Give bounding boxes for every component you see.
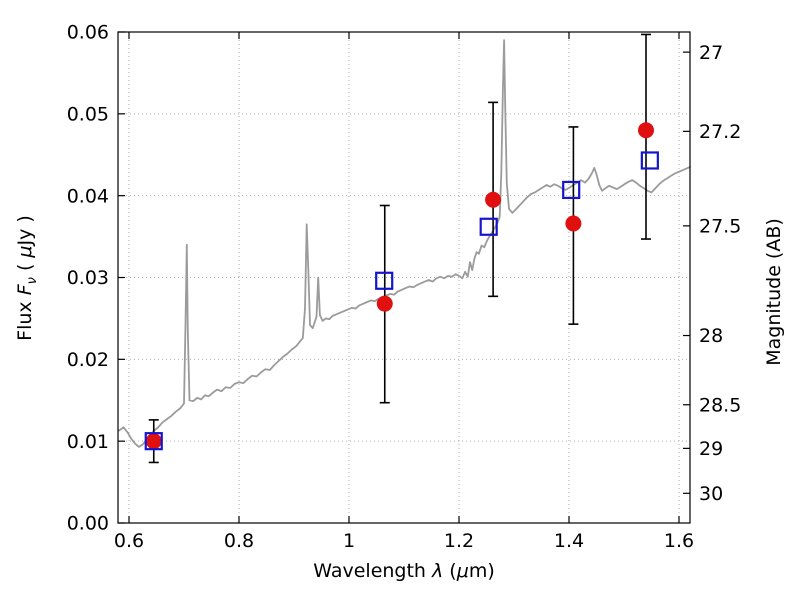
x-axis-label-mid: ( bbox=[443, 560, 457, 582]
model-photometry-point bbox=[640, 151, 659, 170]
x-tick-label: 1 bbox=[343, 530, 355, 552]
y-right-tick-label: 28.5 bbox=[699, 394, 741, 416]
y-right-tick-label: 27.2 bbox=[699, 121, 741, 143]
y-left-tick-label: 0.05 bbox=[67, 103, 109, 125]
x-tick-label: 1.2 bbox=[444, 530, 474, 552]
model-photometry-point bbox=[144, 432, 163, 451]
y-left-tick-label: 0.00 bbox=[67, 513, 109, 535]
y-left-tick-label: 0.03 bbox=[67, 267, 109, 289]
y-left-label-mid: ( bbox=[14, 257, 37, 278]
model-photometry-point bbox=[479, 217, 498, 236]
x-tick-label: 1.4 bbox=[554, 530, 584, 552]
y-left-tick-label: 0.01 bbox=[67, 431, 109, 453]
y-left-tick-label: 0.04 bbox=[67, 185, 109, 207]
y-right-tick-label: 27 bbox=[699, 42, 723, 64]
model-photometry-point bbox=[562, 180, 581, 200]
x-axis-label: Wavelength λ (μm) bbox=[313, 560, 494, 582]
observed-photometry-point bbox=[376, 295, 393, 312]
spectrum-line bbox=[118, 39, 691, 448]
y-right-tick-label: 28 bbox=[699, 325, 723, 347]
x-axis-mu-symbol: μ bbox=[456, 560, 469, 582]
x-tick-label: 0.6 bbox=[114, 530, 144, 552]
model-photometry-point bbox=[375, 271, 394, 290]
flux-subscript-nu: ν bbox=[24, 277, 40, 285]
y-left-mu-symbol: μ bbox=[14, 245, 37, 258]
x-axis-label-text: Wavelength bbox=[313, 560, 433, 582]
y-right-tick-label: 27.5 bbox=[699, 216, 741, 238]
y-axis-label-right: Magnitude (AB) bbox=[763, 218, 785, 366]
x-tick-label: 0.8 bbox=[224, 530, 254, 552]
observed-photometry-point bbox=[485, 191, 502, 208]
x-tick-label: 1.6 bbox=[664, 530, 694, 552]
y-left-label-text: Flux bbox=[14, 295, 37, 341]
y-left-label-post: Jy ) bbox=[14, 215, 37, 246]
y-axis-label-left: Flux Fν ( μJy ) bbox=[14, 215, 40, 341]
y-left-tick-label: 0.06 bbox=[67, 22, 109, 44]
plot-border bbox=[117, 31, 691, 524]
y-left-tick-label: 0.02 bbox=[67, 349, 109, 371]
observed-photometry-point bbox=[565, 215, 582, 232]
x-axis-label-post: m) bbox=[468, 560, 495, 582]
y-right-tick-label: 30 bbox=[699, 483, 723, 505]
y-right-tick-label: 29 bbox=[699, 438, 723, 460]
observed-photometry-point bbox=[145, 433, 162, 450]
x-axis-lambda-symbol: λ bbox=[432, 560, 444, 582]
flux-symbol: F bbox=[14, 284, 37, 296]
observed-photometry-point bbox=[638, 122, 654, 139]
